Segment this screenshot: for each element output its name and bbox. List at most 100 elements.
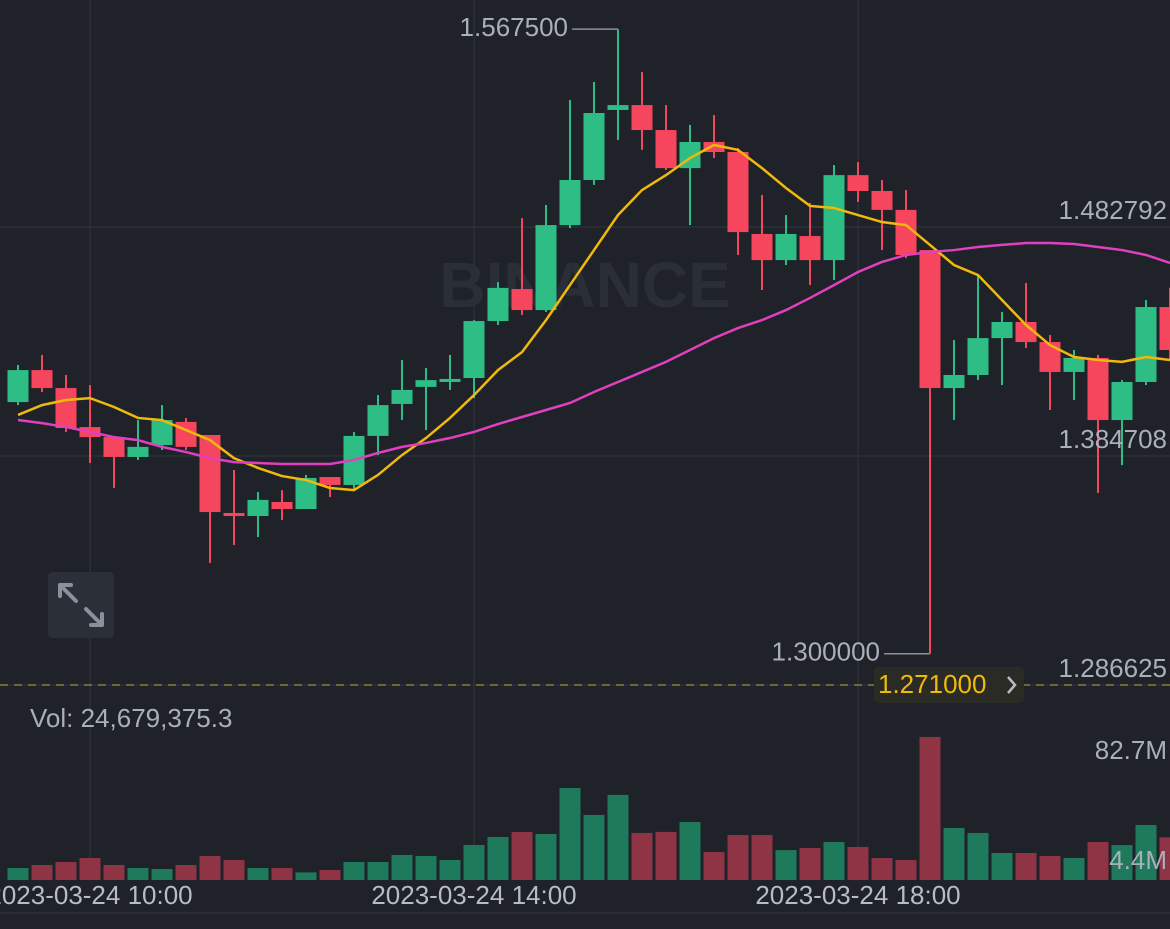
- volume-bar: [727, 835, 749, 880]
- volume-bar: [679, 822, 701, 880]
- volume-bar: [751, 835, 773, 880]
- candle-body: [223, 512, 245, 517]
- expand-button-bg[interactable]: [48, 572, 114, 638]
- volume-bar: [31, 865, 53, 880]
- volume-bar: [247, 867, 269, 880]
- volume-bar: [199, 855, 221, 880]
- candle-body: [967, 338, 989, 375]
- volume-bar: [463, 844, 485, 880]
- volume-bar: [439, 859, 461, 880]
- candle-body: [463, 321, 485, 379]
- volume-bar: [1087, 841, 1109, 880]
- candle-body: [271, 502, 293, 510]
- candle-body: [1135, 307, 1157, 382]
- volume-bar: [655, 831, 677, 880]
- candle-body: [511, 289, 533, 311]
- volume-bar: [799, 848, 821, 880]
- last-price-arrow: [1007, 676, 1017, 694]
- candle-body: [1159, 307, 1170, 350]
- volume-bar: [511, 831, 533, 880]
- volume-bar: [823, 841, 845, 880]
- volume-bar: [535, 833, 557, 880]
- volume-bar: [943, 827, 965, 880]
- candle-body: [487, 287, 509, 322]
- candle-body: [871, 190, 893, 210]
- volume-bar: [55, 861, 77, 880]
- expand-button[interactable]: [48, 572, 114, 638]
- candle-body: [847, 175, 869, 191]
- volume-bar: [127, 867, 149, 880]
- volume-title: Vol: 24,679,375.3: [30, 703, 232, 733]
- candle-body: [943, 374, 965, 389]
- candle-body: [415, 380, 437, 387]
- candle-body: [823, 175, 845, 261]
- y-tick-label: 1.384708: [1059, 424, 1167, 454]
- candle-body: [7, 370, 29, 403]
- candle-body: [1039, 342, 1061, 372]
- candle-body: [391, 389, 413, 404]
- volume-bar: [151, 868, 173, 880]
- candle-body: [703, 141, 725, 153]
- price-pane: [7, 29, 1170, 654]
- volume-bar: [79, 857, 101, 880]
- extreme-label: 1.300000: [772, 637, 880, 667]
- volume-bar: [343, 861, 365, 880]
- candle-body: [1063, 357, 1085, 372]
- y-tick-label: 1.286625: [1059, 653, 1167, 683]
- candle-body: [535, 225, 557, 311]
- x-tick-label: 2023-03-24 14:00: [371, 880, 576, 910]
- candle-body: [559, 180, 581, 226]
- volume-bar: [1159, 837, 1170, 880]
- candle-body: [631, 105, 653, 131]
- candle-body: [655, 130, 677, 169]
- candle-body: [439, 378, 461, 382]
- volume-bar: [319, 870, 341, 880]
- candle-body: [751, 233, 773, 261]
- candle-body: [775, 233, 797, 261]
- candle-body: [919, 250, 941, 389]
- volume-bar: [1063, 858, 1085, 880]
- candle-body: [247, 499, 269, 517]
- candle-body: [367, 405, 389, 436]
- volume-bar: [1135, 824, 1157, 880]
- volume-bar: [919, 736, 941, 880]
- moving-average-line: [17, 143, 1170, 492]
- candle-body: [895, 209, 917, 255]
- volume-bar: [631, 832, 653, 880]
- last-price-label: 1.271000: [878, 669, 986, 699]
- volume-bar: [775, 850, 797, 880]
- volume-bar: [367, 861, 389, 880]
- volume-bar: [223, 859, 245, 880]
- expand-icon[interactable]: [58, 583, 104, 627]
- volume-bar: [991, 853, 1013, 880]
- volume-bar: [295, 872, 317, 880]
- volume-bar: [895, 859, 917, 880]
- volume-bar: [271, 867, 293, 880]
- volume-bar: [583, 814, 605, 880]
- candle-body: [1087, 357, 1109, 421]
- volume-bar: [1015, 853, 1037, 880]
- candle-body: [991, 321, 1013, 339]
- volume-bar: [967, 832, 989, 880]
- y-tick-label: 1.482792: [1059, 195, 1167, 225]
- candle-body: [199, 434, 221, 513]
- y-tick-label: 4.4M: [1109, 845, 1167, 875]
- x-tick-label: 2023-03-24 18:00: [755, 880, 960, 910]
- candle-body: [127, 446, 149, 457]
- volume-pane: [7, 736, 1170, 880]
- candle-body: [319, 477, 341, 485]
- labels: 1.482792 1.384708 1.286625 2023-03-24 10:00…: [0, 12, 1170, 910]
- volume-bar: [871, 858, 893, 880]
- volume-bar: [607, 794, 629, 880]
- volume-bar: [487, 836, 509, 880]
- candle-body: [1015, 321, 1037, 343]
- volume-bar: [415, 855, 437, 880]
- candle-body: [103, 437, 125, 457]
- candle-body: [31, 370, 53, 389]
- candle-body: [1111, 381, 1133, 421]
- candle-body: [295, 477, 317, 510]
- candle-body: [607, 105, 629, 110]
- volume-bar: [391, 854, 413, 880]
